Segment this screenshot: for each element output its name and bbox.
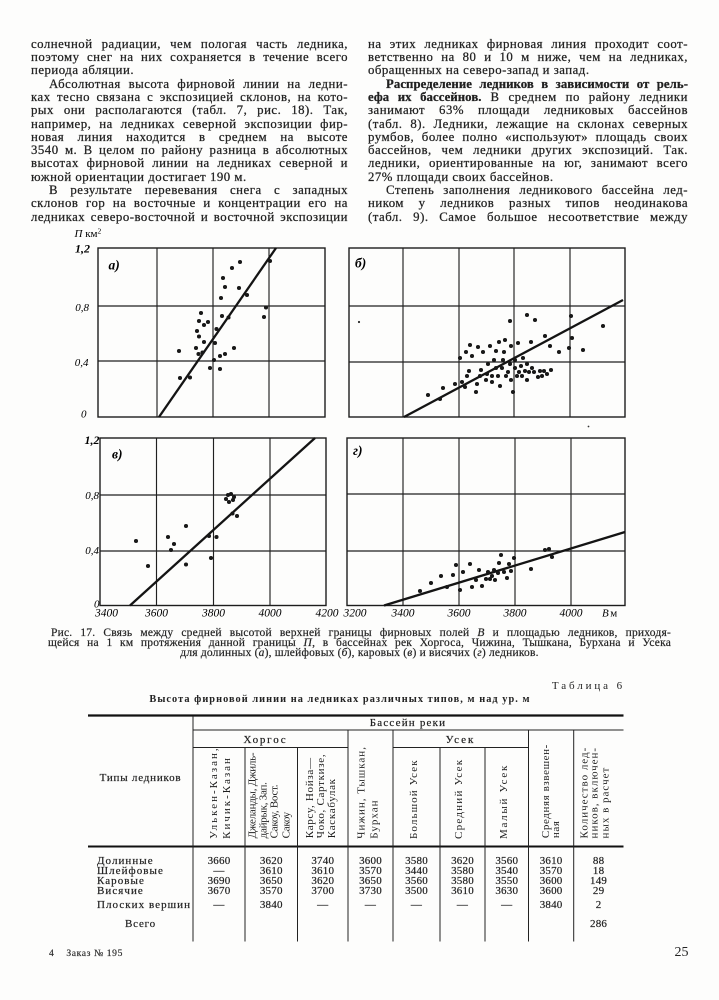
svg-text:0,8: 0,8 bbox=[85, 490, 99, 502]
svg-text:4000: 4000 bbox=[560, 608, 583, 620]
svg-text:3400: 3400 bbox=[391, 608, 415, 620]
svg-text:а): а) bbox=[109, 257, 120, 272]
svg-text:3800: 3800 bbox=[503, 608, 527, 620]
svg-text:1,2: 1,2 bbox=[75, 242, 90, 256]
svg-text:3800: 3800 bbox=[201, 608, 225, 620]
svg-text:в): в) bbox=[112, 447, 123, 462]
svg-text:0,8: 0,8 bbox=[75, 302, 89, 314]
svg-text:3600: 3600 bbox=[144, 608, 168, 620]
svg-text:4000: 4000 bbox=[259, 608, 282, 620]
svg-text:0,4: 0,4 bbox=[85, 545, 99, 557]
svg-text:4200: 4200 bbox=[316, 608, 339, 620]
svg-text:П км2: П км2 bbox=[74, 227, 102, 241]
svg-text:0,4: 0,4 bbox=[75, 357, 89, 369]
svg-text:3600: 3600 bbox=[447, 608, 471, 620]
svg-text:б): б) bbox=[355, 256, 366, 271]
svg-text:г): г) bbox=[353, 443, 362, 458]
svg-text:0: 0 bbox=[94, 599, 100, 611]
svg-text:0: 0 bbox=[81, 409, 87, 421]
svg-text:3200: 3200 bbox=[343, 608, 367, 620]
svg-text:1,2: 1,2 bbox=[85, 433, 100, 447]
svg-text:3400: 3400 bbox=[94, 608, 118, 620]
svg-text:Вм: Вм bbox=[602, 608, 617, 620]
